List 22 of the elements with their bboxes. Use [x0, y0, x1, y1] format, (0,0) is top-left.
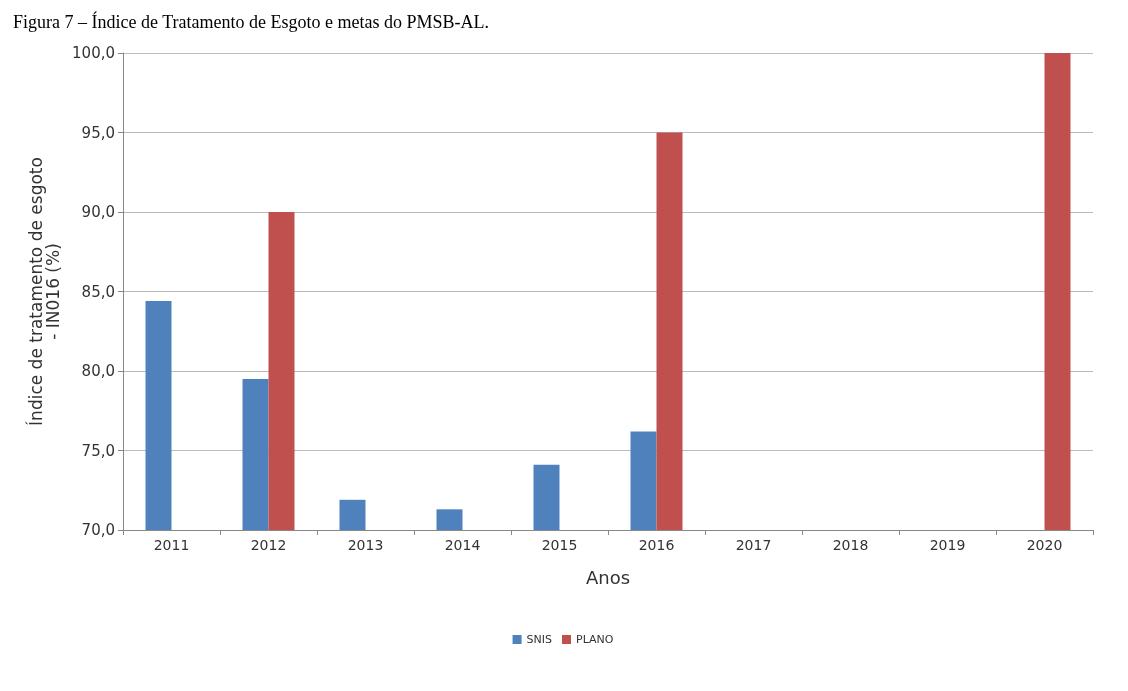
- y-tick-label: 90,0: [81, 203, 115, 221]
- x-axis-title: Anos: [585, 566, 631, 588]
- legend-label: SNIS: [526, 633, 553, 646]
- y-tick-label: 95,0: [81, 123, 115, 142]
- x-tick-label: 2014: [444, 537, 481, 553]
- x-tick-label: 2011: [153, 537, 190, 553]
- chart-title: Figura 7 – Índice de Tratamento de Esgoto e metas do PMSB-AL.: [13, 11, 489, 32]
- x-tick-label: 2015: [541, 537, 578, 553]
- x-tick-label: 2012: [250, 537, 287, 553]
- y-tick-label: 80,0: [81, 362, 115, 380]
- x-tick-label: 2020: [1026, 537, 1063, 553]
- y-axis-title: Índice de tratamento de esgoto - IN016 (%): [24, 157, 63, 426]
- x-tick-label: 2013: [347, 537, 384, 553]
- x-tick-label: 2016: [638, 537, 675, 553]
- y-tick-label: 75,0: [81, 441, 115, 460]
- y-tick-label: 70,0: [81, 521, 115, 539]
- y-tick-label: 100,0: [72, 44, 115, 62]
- x-tick-label: 2017: [735, 537, 772, 553]
- legend-label: PLANO: [576, 633, 614, 646]
- y-tick-label: 85,0: [81, 282, 115, 301]
- x-tick-label: 2018: [832, 537, 869, 553]
- x-tick-label: 2019: [929, 537, 966, 553]
